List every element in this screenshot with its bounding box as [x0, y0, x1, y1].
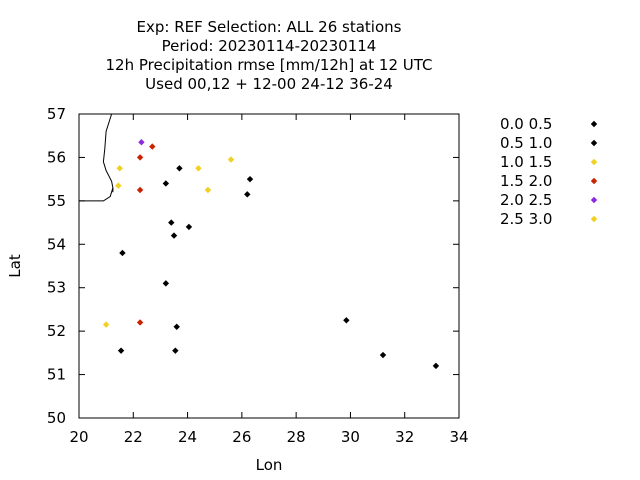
data-point: [136, 186, 144, 194]
data-point: [227, 156, 235, 163]
coastline-path: [79, 113, 114, 202]
y-tick-label: 50: [47, 409, 66, 427]
data-point: [195, 165, 202, 172]
legend-marker: [590, 215, 598, 223]
legend-label: 2.0 2.5: [500, 191, 552, 209]
y-tick-label: 57: [47, 105, 66, 123]
data-point: [102, 321, 110, 328]
y-tick-label: 56: [47, 148, 66, 166]
legend-label: 1.0 1.5: [500, 153, 552, 171]
x-tick-label: 22: [124, 428, 143, 446]
title-line: Used 00,12 + 12-00 24-12 36-24: [145, 75, 393, 93]
x-tick-label: 34: [449, 428, 468, 446]
data-point: [244, 191, 251, 198]
data-point: [246, 175, 254, 183]
data-point: [119, 249, 126, 257]
y-tick-label: 53: [47, 279, 66, 297]
data-point: [185, 223, 193, 231]
title-line: 12h Precipitation rmse [mm/12h] at 12 UT…: [106, 56, 433, 74]
y-tick-label: 54: [47, 235, 66, 253]
x-tick-label: 30: [341, 428, 360, 446]
legend-marker: [590, 177, 598, 185]
data-point: [115, 182, 122, 189]
data-point: [173, 323, 180, 330]
x-tick-label: 32: [395, 428, 414, 446]
data-point: [117, 347, 125, 354]
plot-frame: [78, 113, 460, 419]
y-tick-label: 52: [47, 322, 66, 340]
x-tick-label: 20: [69, 428, 88, 446]
x-tick-label: 26: [232, 428, 251, 446]
legend-label: 0.5 1.0: [500, 134, 552, 152]
data-point: [168, 219, 175, 226]
data-point: [379, 351, 387, 359]
y-axis-label: Lat: [6, 254, 24, 278]
data-point: [116, 165, 123, 172]
data-point: [136, 154, 144, 161]
data-points: [102, 139, 440, 370]
legend-marker: [590, 158, 598, 166]
legend-marker: [590, 139, 598, 147]
data-point: [162, 280, 170, 287]
data-point: [172, 347, 179, 354]
x-axis-label: Lon: [256, 456, 283, 474]
title-line: Period: 20230114-20230114: [162, 37, 377, 55]
x-tick-label: 28: [287, 428, 306, 446]
y-tick-label: 51: [47, 366, 66, 384]
axis-ticks: 20 22 24 26 28 30 32 34 50 51 52 53 54 55 56 57: [47, 105, 469, 446]
title-line: Exp: REF Selection: ALL 26 stations: [137, 18, 402, 36]
data-point: [162, 180, 170, 187]
legend-marker: [590, 120, 598, 128]
data-point: [176, 165, 183, 172]
legend-label: 1.5 2.0: [500, 172, 552, 190]
data-point: [204, 186, 212, 194]
data-point: [343, 317, 350, 324]
y-tick-label: 55: [47, 192, 66, 210]
x-tick-label: 24: [178, 428, 197, 446]
legend-label: 2.5 3.0: [500, 210, 552, 228]
data-point: [170, 232, 178, 239]
legend-label: 0.0 0.5: [500, 115, 552, 133]
data-point: [136, 319, 144, 326]
legend: 0.0 0.50.5 1.01.0 1.51.5 2.02.0 2.52.5 3…: [500, 115, 598, 228]
chart-title: Exp: REF Selection: ALL 26 stationsPerio…: [106, 18, 433, 93]
data-point: [432, 362, 440, 370]
legend-marker: [590, 196, 598, 204]
coastline: [79, 113, 114, 202]
data-point: [149, 143, 156, 150]
data-point: [138, 139, 145, 146]
